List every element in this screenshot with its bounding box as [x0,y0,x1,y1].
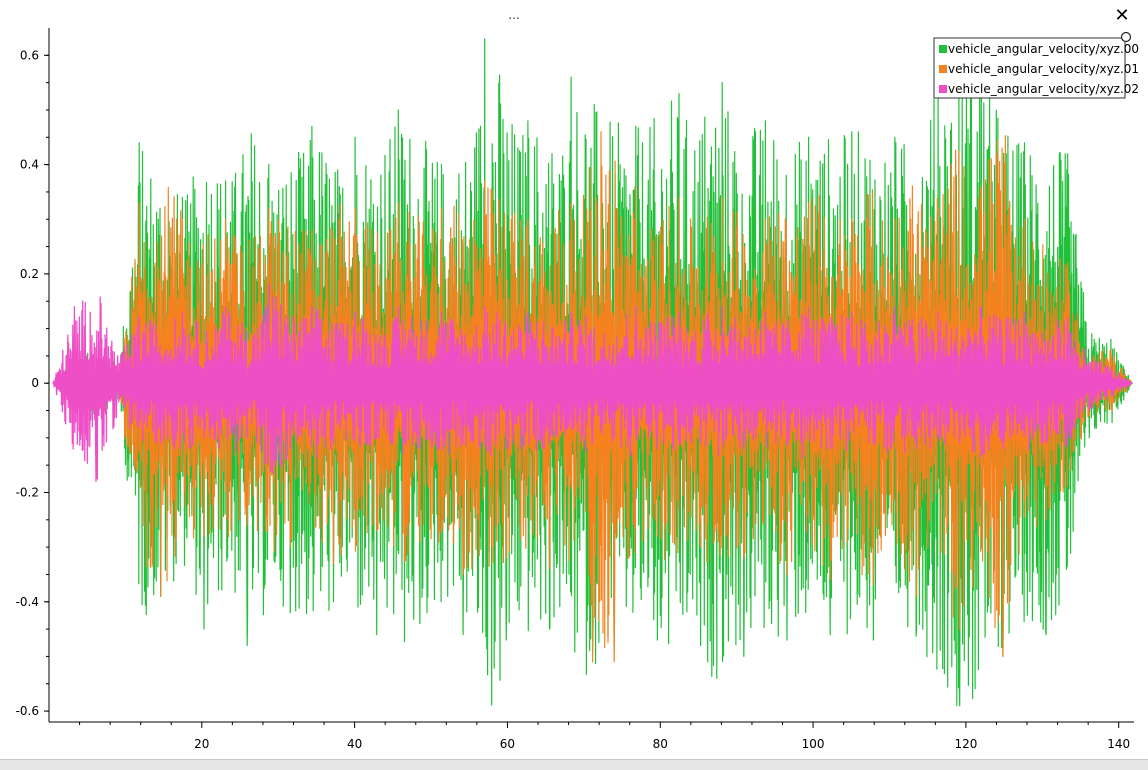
series-lines [52,38,1133,707]
legend-label[interactable]: vehicle_angular_velocity/xyz.01 [948,62,1139,76]
x-tick-label: 60 [500,737,515,751]
title-dots[interactable]: ... [508,8,519,22]
x-tick-label: 40 [347,737,362,751]
bottom-strip [0,759,1148,770]
x-axis-ticks: 20 40 60 80 100 120 140 [79,722,1130,751]
x-tick-label: 140 [1107,737,1130,751]
y-tick-label: 0.4 [20,158,39,172]
legend-label[interactable]: vehicle_angular_velocity/xyz.00 [948,42,1139,56]
x-tick-label: 120 [954,737,977,751]
y-tick-label: -0.6 [16,704,39,718]
legend[interactable]: vehicle_angular_velocity/xyz.00 vehicle_a… [933,31,1139,99]
legend-swatch [939,85,947,93]
legend-box [933,37,1126,99]
legend-label[interactable]: vehicle_angular_velocity/xyz.02 [948,82,1139,96]
x-tick-label: 20 [194,737,209,751]
legend-swatch [939,65,947,73]
y-axis-ticks: -0.6 -0.4 -0.2 0 0.2 0.4 0.6 [16,48,49,718]
y-tick-label: 0 [31,376,39,390]
y-tick-label: -0.4 [16,595,39,609]
series-line-2 [52,284,1133,483]
close-icon[interactable]: ✕ [1114,5,1129,26]
x-tick-label: 100 [802,737,825,751]
legend-swatch [939,45,947,53]
legend-resize-handle[interactable] [1120,31,1132,43]
x-tick-label: 80 [653,737,668,751]
y-tick-label: 0.6 [20,48,39,62]
y-tick-label: 0.2 [20,267,39,281]
y-tick-label: -0.2 [16,485,39,499]
